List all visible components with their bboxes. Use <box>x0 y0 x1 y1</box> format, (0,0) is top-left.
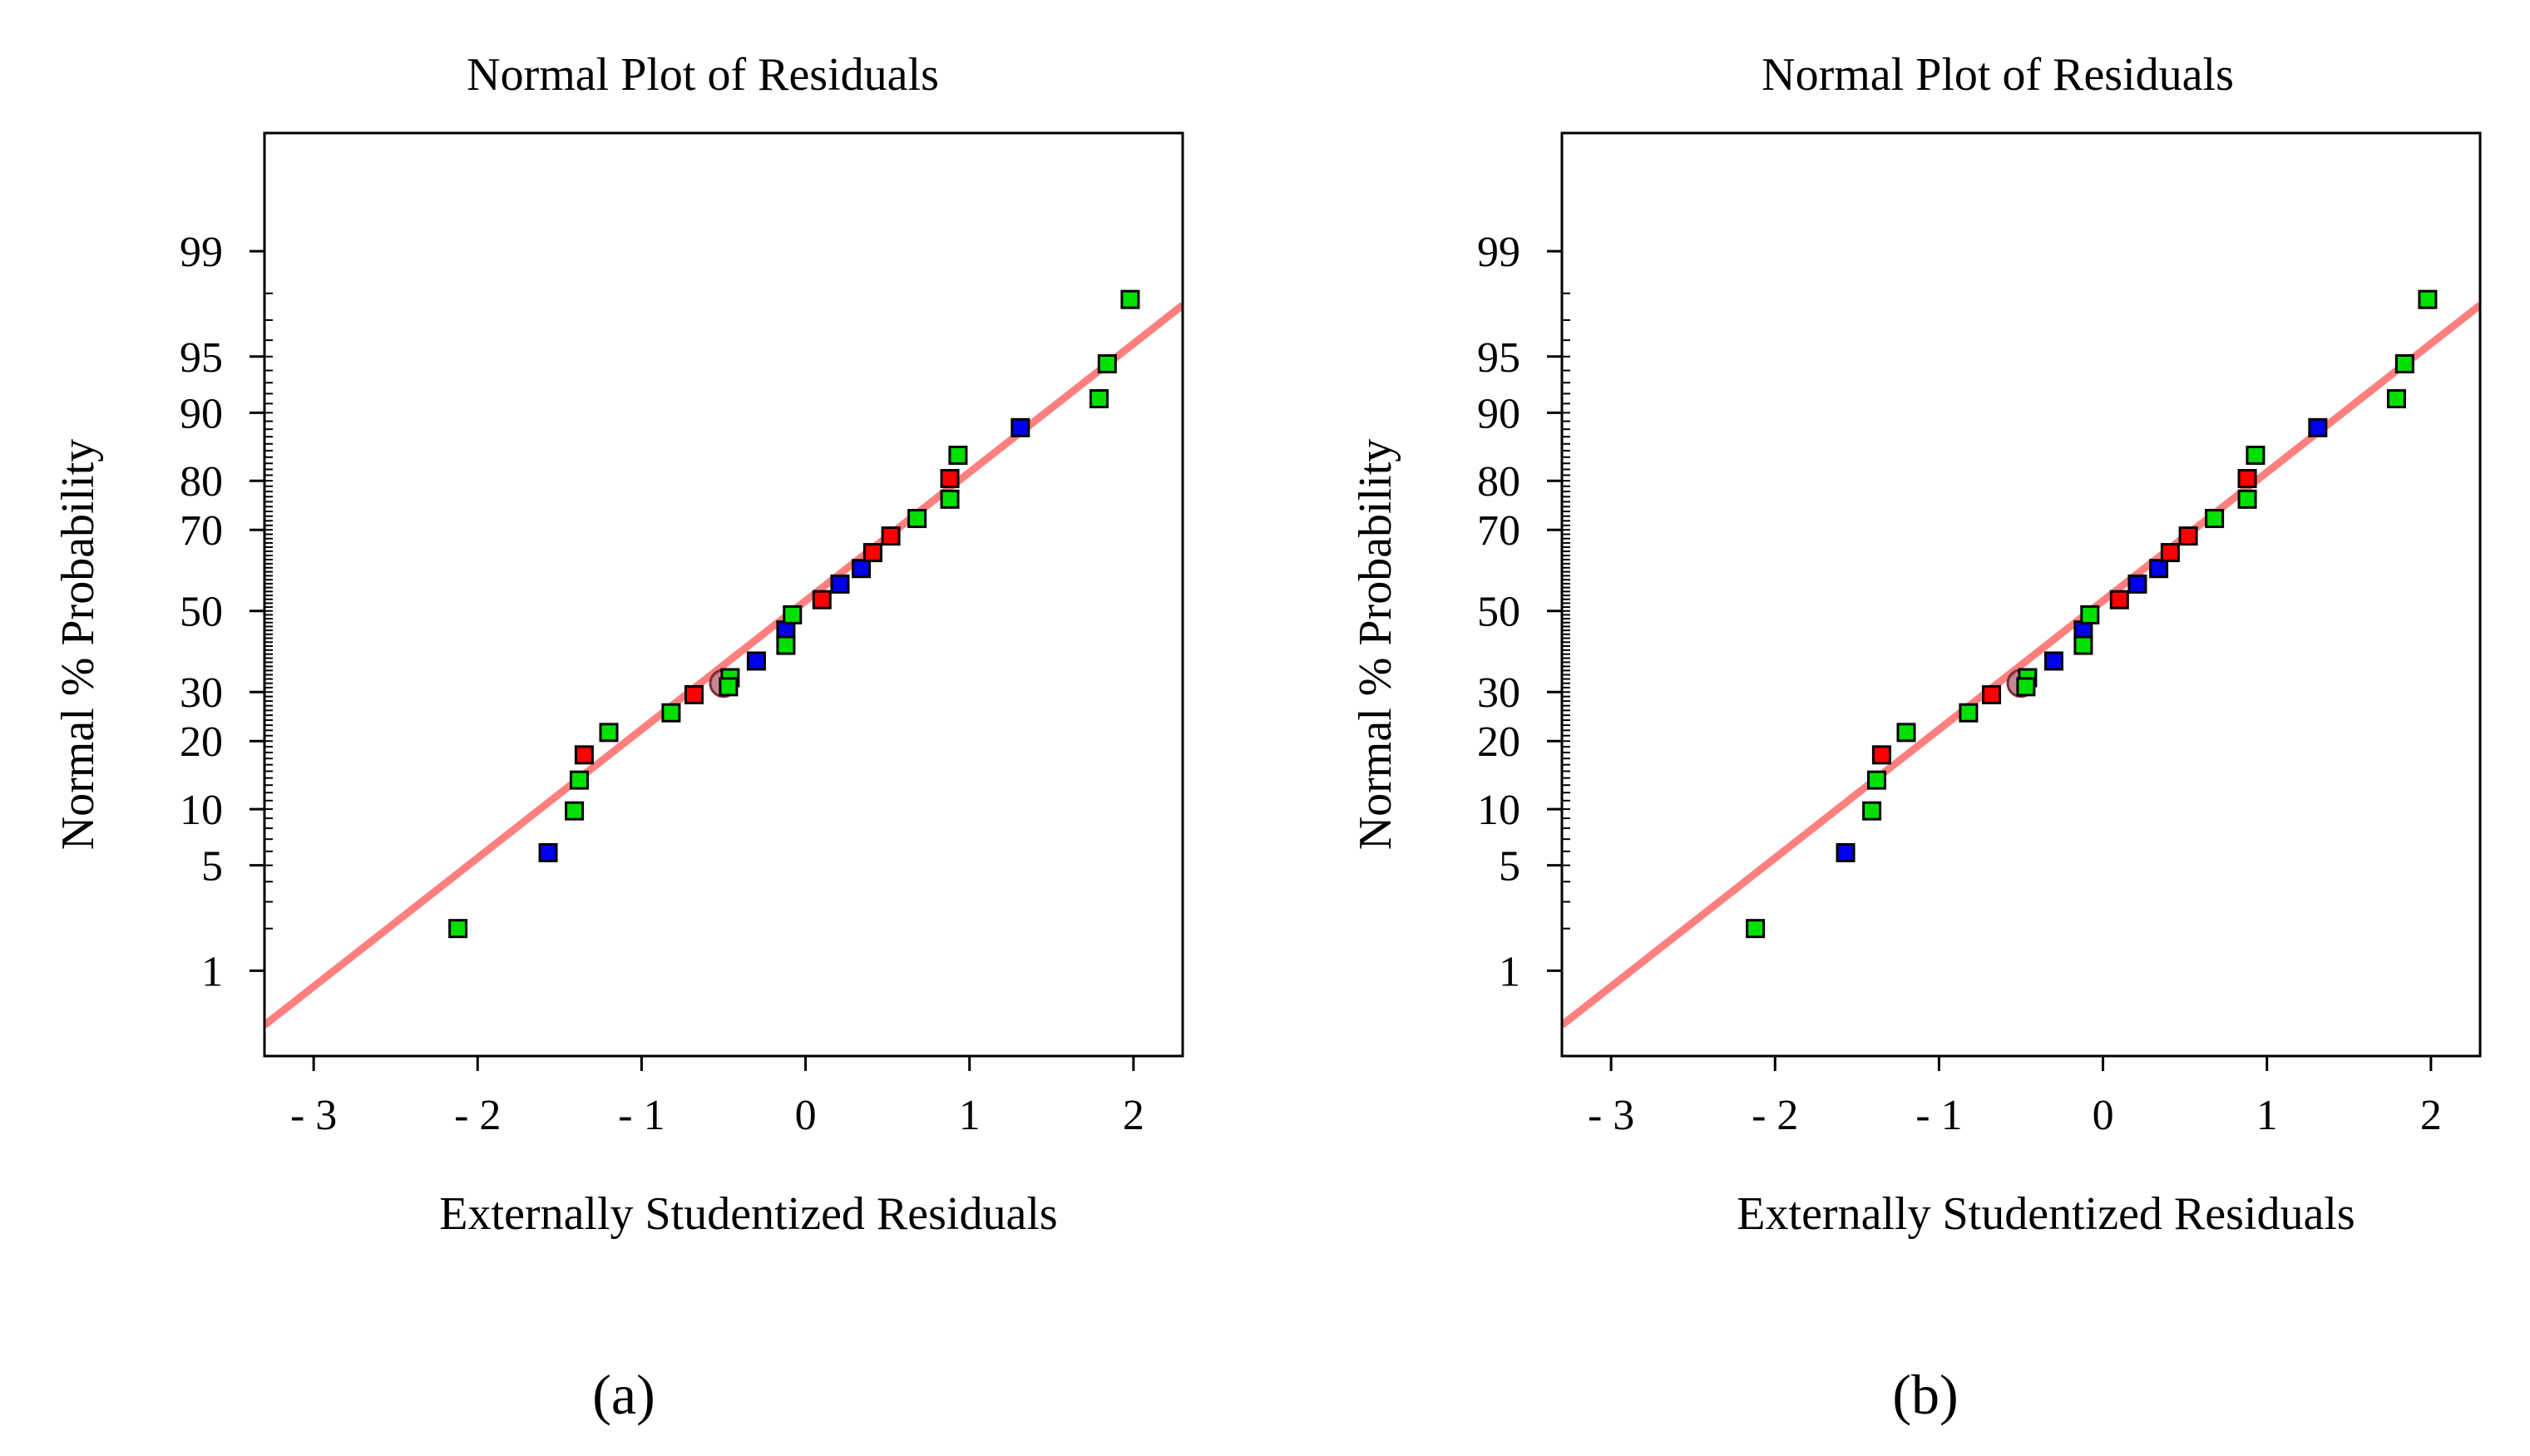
plot-frame <box>263 131 1184 1058</box>
y-tick-label: 1 <box>1499 948 1520 995</box>
chart-panel-a: Normal Plot of Residuals Normal % Probab… <box>52 49 1184 1426</box>
data-point <box>2043 651 2063 671</box>
data-point <box>1836 842 1855 862</box>
data-point <box>948 445 968 465</box>
data-point <box>2246 445 2266 465</box>
y-tick-label: 1 <box>201 948 223 995</box>
chart-title: Normal Plot of Residuals <box>1762 49 2234 101</box>
chart-panel-b: Normal Plot of Residuals Normal % Probab… <box>1350 49 2482 1426</box>
y-tick-label: 90 <box>180 390 223 437</box>
data-point <box>2237 469 2257 489</box>
data-point <box>881 526 901 546</box>
data-point <box>2308 417 2328 437</box>
data-point <box>2080 605 2100 624</box>
data-point <box>599 723 619 743</box>
data-point <box>2127 574 2147 594</box>
data-point <box>852 559 872 579</box>
data-point <box>783 605 803 624</box>
data-point <box>812 590 832 610</box>
x-tick-label: 1 <box>2256 1092 2278 1139</box>
data-point <box>940 469 960 489</box>
data-point <box>776 635 796 655</box>
data-point <box>2149 559 2169 579</box>
y-tick-label: 10 <box>180 787 223 834</box>
data-point <box>2237 489 2257 509</box>
data-point <box>746 651 766 671</box>
y-tick-label: 20 <box>1477 718 1520 766</box>
data-point <box>2160 543 2180 563</box>
y-tick-label: 50 <box>180 589 223 636</box>
data-point <box>830 574 850 594</box>
data-point <box>719 677 739 697</box>
y-tick-label: 70 <box>1477 507 1520 555</box>
x-tick-label: - 1 <box>1915 1092 1962 1139</box>
y-tick-label: 5 <box>1499 843 1520 891</box>
y-tick-label: 95 <box>1477 334 1520 382</box>
y-tick-label: 90 <box>1477 390 1520 437</box>
data-point <box>565 801 585 821</box>
y-axis-label: Normal % Probability <box>52 439 104 851</box>
data-point <box>1867 770 1887 790</box>
x-tick-label: 2 <box>1123 1092 1144 1139</box>
data-point <box>2109 590 2129 610</box>
x-tick-label: - 3 <box>290 1092 337 1139</box>
y-tick-label: 30 <box>180 669 223 717</box>
y-tick-label: 30 <box>1477 669 1520 717</box>
x-tick-label: - 2 <box>454 1092 501 1139</box>
data-point <box>2178 526 2198 546</box>
data-point <box>940 489 960 509</box>
data-point <box>2386 389 2406 409</box>
data-point <box>1746 919 1766 939</box>
y-tick-label: 95 <box>180 334 223 382</box>
x-tick-label: 1 <box>959 1092 981 1139</box>
y-axis-label: Normal % Probability <box>1350 439 1401 851</box>
data-point <box>684 684 704 704</box>
data-point <box>1011 417 1030 437</box>
chart-title: Normal Plot of Residuals <box>467 49 939 101</box>
data-point <box>2073 635 2093 655</box>
data-point <box>1871 745 1891 765</box>
x-tick-label: - 3 <box>1588 1092 1634 1139</box>
data-point <box>1097 353 1117 373</box>
data-point <box>570 770 590 790</box>
data-point <box>448 919 468 939</box>
data-point <box>2016 677 2036 697</box>
data-point <box>1120 289 1140 309</box>
data-point <box>862 543 882 563</box>
panel-caption: (a) <box>592 1363 655 1426</box>
data-point <box>574 745 594 765</box>
x-tick-label: 2 <box>2420 1092 2442 1139</box>
x-axis-label: Externally Studentized Residuals <box>439 1188 1057 1240</box>
x-axis-label: Externally Studentized Residuals <box>1737 1188 2355 1240</box>
data-point <box>1862 801 1882 821</box>
data-point <box>907 509 927 529</box>
x-tick-label: 0 <box>2093 1092 2114 1139</box>
x-tick-label: - 1 <box>618 1092 665 1139</box>
y-tick-label: 10 <box>1477 787 1520 834</box>
plot-frame <box>1560 131 2482 1058</box>
data-point <box>538 842 558 862</box>
data-point <box>1089 389 1109 409</box>
y-tick-label: 80 <box>1477 458 1520 506</box>
y-tick-label: 70 <box>180 507 223 555</box>
data-point <box>1959 703 1979 723</box>
y-tick-label: 20 <box>180 718 223 766</box>
x-tick-label: - 2 <box>1752 1092 1798 1139</box>
panel-caption: (b) <box>1892 1363 1958 1426</box>
y-tick-label: 99 <box>180 229 223 276</box>
y-tick-label: 99 <box>1477 229 1520 276</box>
data-point <box>1896 723 1916 743</box>
y-tick-label: 5 <box>201 843 223 891</box>
x-tick-label: 0 <box>795 1092 817 1139</box>
data-point <box>2418 289 2438 309</box>
y-tick-label: 50 <box>1477 589 1520 636</box>
data-point <box>2205 509 2225 529</box>
y-tick-label: 80 <box>180 458 223 506</box>
data-point <box>2394 353 2414 373</box>
data-point <box>1982 684 2002 704</box>
data-point <box>661 703 681 723</box>
